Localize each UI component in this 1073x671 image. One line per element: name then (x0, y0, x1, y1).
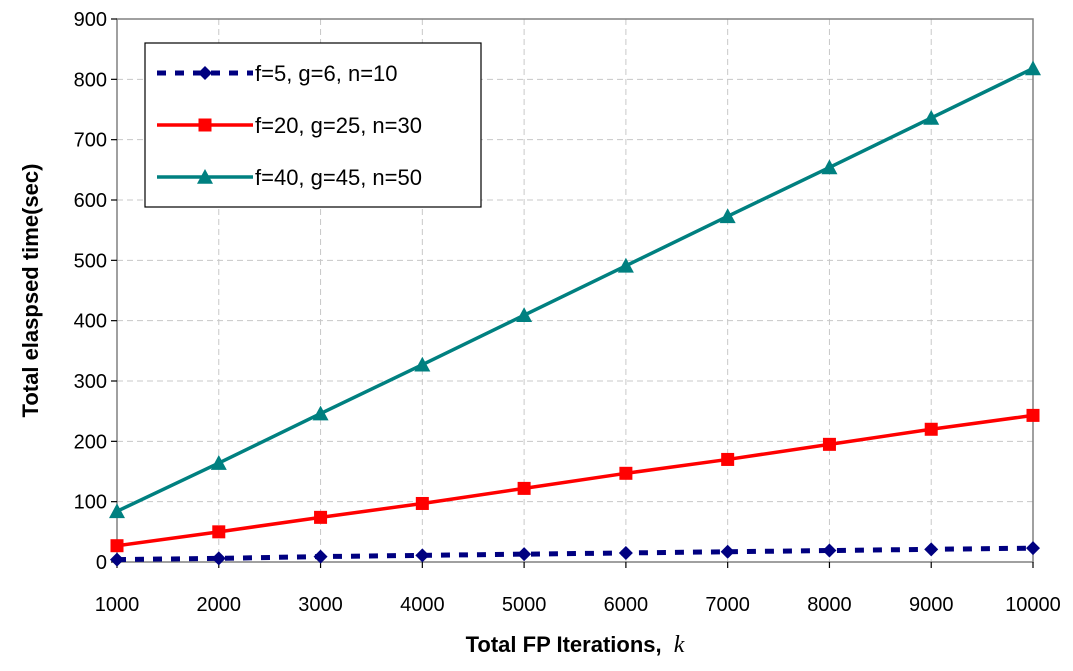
legend-label: f=20, g=25, n=30 (255, 113, 422, 138)
legend-item: f=20, g=25, n=30 (157, 113, 422, 138)
data-point-triangle (312, 405, 329, 421)
legend-label: f=40, g=45, n=50 (255, 165, 422, 190)
x-tick-label: 8000 (807, 594, 852, 616)
series-line (116, 413, 1034, 548)
x-tick-label: 6000 (604, 594, 649, 616)
x-tick-label: 9000 (909, 594, 954, 616)
legend-item: f=5, g=6, n=10 (157, 61, 398, 86)
data-point-square (314, 510, 328, 524)
y-tick-label: 300 (74, 371, 107, 393)
y-tick-label: 500 (74, 250, 107, 272)
x-tick-label: 7000 (705, 594, 750, 616)
y-axis-ticks: 0 100 200 300 400 500 600 700 800 900 (74, 9, 117, 574)
data-point-square (1026, 408, 1040, 422)
x-tick-label: 10000 (1005, 594, 1061, 616)
data-point-triangle (516, 307, 533, 323)
x-axis-ticks: 1000 2000 3000 4000 5000 6000 7000 8000 9000 1000… (95, 562, 1061, 616)
y-axis-title: Total elaspsed time(sec) (18, 164, 43, 418)
data-point-triangle (821, 159, 838, 175)
data-point-diamond (1026, 541, 1040, 556)
data-point-square (198, 118, 212, 132)
x-tick-label: 4000 (400, 594, 445, 616)
data-point-diamond (822, 543, 837, 558)
data-point-triangle (414, 356, 431, 372)
data-point-square (212, 525, 226, 539)
series-line (116, 545, 1034, 563)
data-point-triangle (1025, 60, 1041, 76)
data-point-square (517, 481, 531, 495)
series-triangle (109, 60, 1041, 519)
data-point-square (415, 496, 429, 510)
data-point-triangle (197, 169, 213, 184)
y-tick-label: 0 (96, 552, 107, 574)
series-layer (109, 60, 1041, 567)
data-point-diamond (618, 545, 633, 560)
data-point-triangle (719, 208, 736, 224)
x-tick-label: 1000 (95, 594, 140, 616)
data-point-diamond (720, 544, 735, 559)
x-axis-title-main: Total FP Iterations, (466, 632, 662, 657)
plot-area (116, 18, 1034, 563)
x-tick-label: 5000 (502, 594, 547, 616)
y-tick-label: 100 (74, 492, 107, 514)
legend-item: f=40, g=45, n=50 (157, 165, 422, 190)
data-point-diamond (415, 548, 430, 563)
data-point-diamond (313, 549, 328, 564)
series-diamond (110, 541, 1040, 567)
data-point-triangle (210, 455, 227, 470)
series-line (116, 66, 1034, 513)
data-point-square (110, 539, 124, 553)
data-point-diamond (110, 552, 124, 567)
data-point-triangle (617, 257, 634, 273)
y-tick-label: 800 (74, 69, 107, 91)
x-axis-title-variable: k (674, 632, 685, 658)
data-point-square (822, 437, 836, 451)
data-point-square (721, 452, 735, 466)
legend-label: f=5, g=6, n=10 (255, 61, 398, 86)
data-point-diamond (198, 66, 212, 80)
data-point-square (619, 466, 633, 480)
data-point-triangle (923, 109, 940, 125)
data-point-diamond (211, 551, 226, 566)
legend: f=5, g=6, n=10 f=20, g=25, n=30 f=40, g=45… (144, 42, 482, 208)
data-point-triangle (109, 503, 125, 519)
data-point-square (924, 422, 938, 436)
data-point-diamond (517, 547, 532, 562)
y-tick-label: 200 (74, 431, 107, 453)
series-square (110, 408, 1040, 553)
y-tick-label: 700 (74, 130, 107, 152)
y-tick-label: 900 (74, 9, 107, 31)
data-point-diamond (924, 542, 939, 557)
y-tick-label: 600 (74, 190, 107, 212)
x-axis-title: Total FP Iterations, k (466, 632, 685, 658)
x-tick-label: 2000 (197, 594, 242, 616)
y-tick-label: 400 (74, 311, 107, 333)
x-tick-label: 3000 (298, 594, 343, 616)
